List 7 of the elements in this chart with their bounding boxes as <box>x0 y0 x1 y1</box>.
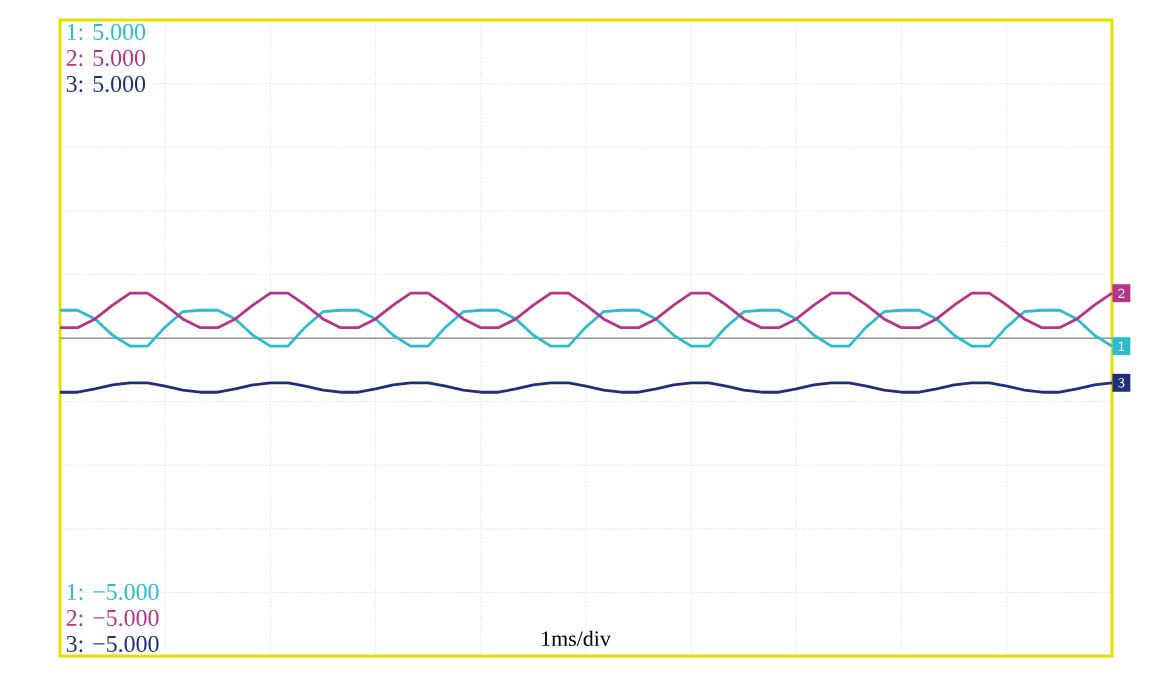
annotation: 2: −5.000 <box>66 609 159 627</box>
annotation: 3: −5.000 <box>66 635 159 653</box>
annotation: 1ms/div <box>542 630 611 647</box>
text: 3: 5.000 <box>66 75 146 93</box>
text: 1: 5.000 <box>67 23 146 41</box>
annotation: 1: −5.000 <box>67 583 159 601</box>
text: 2: 5.000 <box>66 49 146 67</box>
